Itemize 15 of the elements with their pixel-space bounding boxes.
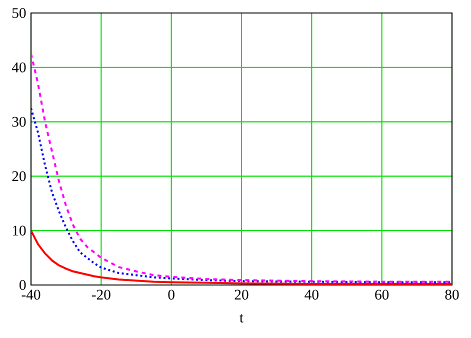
x-tick-label: -20: [92, 290, 110, 300]
x-tick-label: 60: [375, 290, 389, 300]
x-tick-label: 40: [304, 290, 318, 300]
x-tick-label: 80: [445, 290, 459, 300]
line-series: [31, 107, 452, 284]
x-tick-label: 20: [234, 290, 248, 300]
x-tick-label: 0: [168, 290, 174, 300]
y-tick-label: 40: [12, 62, 26, 72]
y-tick-label: 50: [12, 8, 26, 18]
y-tick-label: 20: [12, 171, 26, 182]
y-tick-label: 30: [12, 116, 26, 127]
y-tick-label: 10: [12, 226, 26, 236]
y-tick-label: 0: [20, 280, 26, 290]
x-axis-title: t: [240, 314, 244, 322]
x-tick-label: -40: [22, 290, 40, 300]
